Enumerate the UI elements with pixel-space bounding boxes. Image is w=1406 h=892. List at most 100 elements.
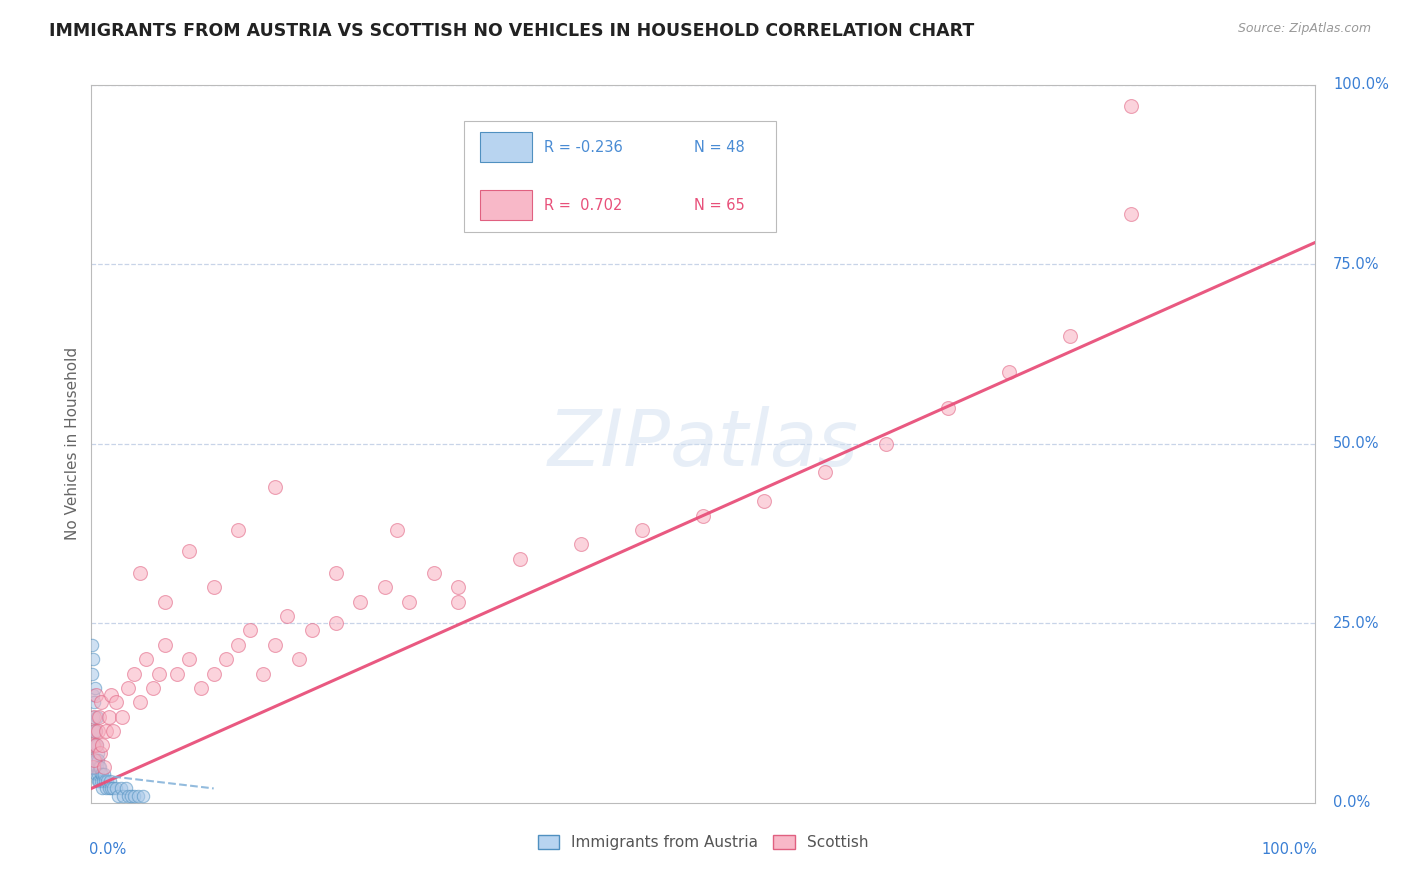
Point [202,581,225,595]
Point [148,666,170,681]
Point [264,638,287,652]
Point [276,609,298,624]
Point [117,789,139,803]
Point [226,638,249,652]
Point [153,638,176,652]
Point [509,551,531,566]
Y-axis label: No Vehicles in Household: No Vehicles in Household [65,347,80,541]
Point [86,760,108,774]
Point [83,739,105,753]
Point [93,760,115,774]
Point [104,695,127,709]
Point [97,709,120,723]
Point [122,666,145,681]
Point [385,523,409,537]
Text: Source: ZipAtlas.com: Source: ZipAtlas.com [1237,22,1371,36]
Point [179,544,201,558]
Point [117,681,139,695]
Point [141,681,163,695]
Point [215,652,238,666]
Point [103,724,125,739]
Point [96,774,118,789]
Point [94,724,117,739]
Point [83,695,105,709]
Point [875,436,898,450]
Point [87,746,110,760]
Point [100,781,122,796]
Point [301,624,323,638]
FancyBboxPatch shape [481,190,531,220]
Text: 25.0%: 25.0% [1333,615,1379,631]
Text: R = -0.236: R = -0.236 [544,140,623,154]
Text: 100.0%: 100.0% [1333,78,1389,92]
Point [1059,329,1081,343]
Point [374,581,396,595]
Point [83,760,105,774]
Point [93,767,115,781]
Text: 50.0%: 50.0% [1333,436,1379,451]
Point [83,753,105,767]
Point [936,401,959,415]
Point [86,724,108,739]
Point [129,695,152,709]
Point [179,652,201,666]
Point [447,581,470,595]
Point [84,767,107,781]
Text: N = 65: N = 65 [695,198,745,213]
Point [127,789,149,803]
Point [89,746,111,760]
Point [202,666,225,681]
Text: N = 48: N = 48 [695,140,745,154]
Point [84,724,107,739]
Point [84,688,107,702]
Point [110,781,132,796]
Point [82,638,104,652]
Point [82,739,104,753]
Point [103,781,125,796]
Text: 0.0%: 0.0% [1333,796,1371,810]
Text: 75.0%: 75.0% [1333,257,1379,272]
Point [94,781,117,796]
Point [423,566,446,580]
Point [83,709,105,723]
Point [692,508,714,523]
Point [132,789,155,803]
Point [82,760,104,774]
Point [398,595,420,609]
Point [447,595,470,609]
Point [112,789,135,803]
Point [226,523,249,537]
Point [349,595,371,609]
Point [87,760,110,774]
Point [90,767,112,781]
Point [166,666,188,681]
Point [288,652,311,666]
Legend: Immigrants from Austria, Scottish: Immigrants from Austria, Scottish [531,829,875,856]
Point [135,652,157,666]
Point [82,709,104,723]
FancyBboxPatch shape [481,132,531,162]
Point [325,616,347,631]
FancyBboxPatch shape [464,120,776,232]
Point [1121,99,1143,113]
Point [83,724,105,739]
Point [120,789,142,803]
Point [87,767,110,781]
Point [814,466,837,480]
Point [325,566,347,580]
Point [122,789,145,803]
Point [239,624,262,638]
Point [86,774,108,789]
Point [107,789,129,803]
Point [100,688,122,702]
Point [84,739,107,753]
Point [91,774,114,789]
Point [111,709,134,723]
Point [90,774,112,789]
Text: IMMIGRANTS FROM AUSTRIA VS SCOTTISH NO VEHICLES IN HOUSEHOLD CORRELATION CHART: IMMIGRANTS FROM AUSTRIA VS SCOTTISH NO V… [49,22,974,40]
Point [84,724,107,739]
Point [754,494,776,508]
Point [84,753,107,767]
Point [91,781,114,796]
Point [114,781,136,796]
